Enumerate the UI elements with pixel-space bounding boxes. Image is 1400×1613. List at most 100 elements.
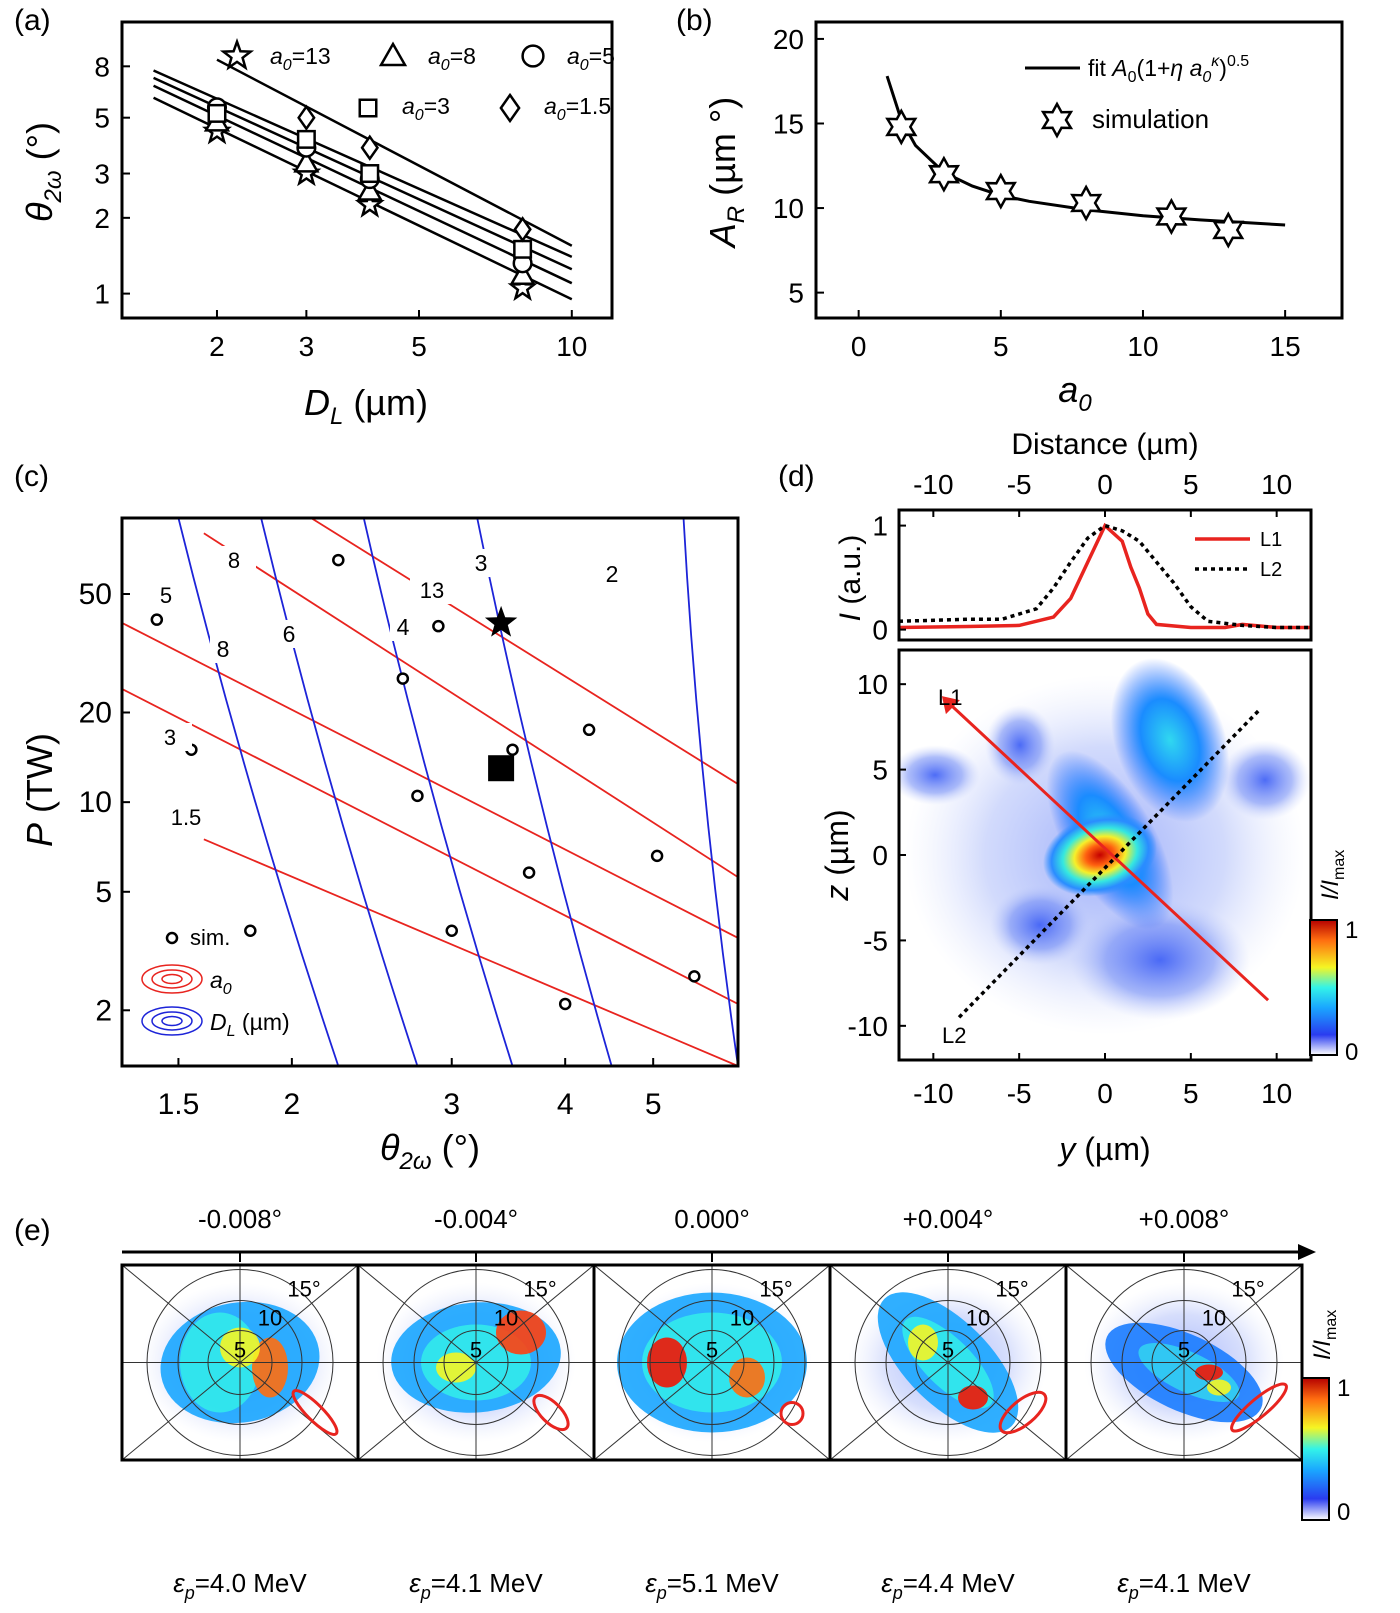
panel-a-ytick-label: 8 (94, 51, 110, 82)
polar-diag (358, 1265, 594, 1460)
colorbar-e-max: 1 (1337, 1375, 1350, 1402)
sim-point (244, 924, 257, 937)
ring-label-5: 5 (234, 1338, 246, 1363)
dl-contour-label: 3 (475, 550, 488, 576)
ring-label-10: 10 (494, 1306, 518, 1331)
colorbar-e-label: I/Imax (1309, 1310, 1340, 1360)
dl-contour-label: 6 (283, 621, 296, 647)
legend-circle-marker (521, 44, 545, 68)
point-star (354, 189, 385, 218)
panel-d-top-xtick-label: 10 (1261, 469, 1292, 500)
panel-label-a: (a) (14, 4, 51, 37)
intensity-blob (252, 1337, 288, 1398)
intensity-blob (496, 1310, 546, 1355)
panel-d-top-xtick-label: 0 (1097, 469, 1113, 500)
panel-b-legend: fit A0(1+η a0κ)0.5 simulation (1025, 53, 1249, 139)
dl-contour-label: 4 (397, 614, 410, 640)
dl-label-bg (468, 549, 494, 577)
polarization-ellipse (291, 1389, 339, 1436)
panel-c-ytick-label: 2 (95, 994, 112, 1027)
legend-a0-contour-icon (141, 964, 203, 994)
panel-c-ytick-label: 5 (95, 876, 112, 909)
legend-a0-8: a0=8 (428, 43, 476, 74)
legend-square-marker (358, 98, 378, 118)
panel-a-legend: a0=13 a0=8 a0=5 a0=3 a0=1.5 (219, 37, 615, 124)
panel-d-ylabel: z (µm) (819, 809, 855, 901)
panel-a-xtick-label: 2 (209, 331, 225, 362)
panel-a-xtick-label: 10 (556, 331, 587, 362)
experiment-square (488, 755, 515, 782)
legend-sim-star (1040, 101, 1074, 139)
polar-diag (1066, 1265, 1302, 1460)
panel-label-b: (b) (676, 4, 713, 37)
panel-b-xtick-label: 5 (993, 331, 1009, 362)
line-label-l2: L2 (942, 1023, 966, 1048)
panel-b-xtick-label: 15 (1270, 331, 1301, 362)
panel-d-profile-ytick-label: 0 (872, 615, 888, 646)
simulation-point (885, 108, 918, 146)
polar-diag (830, 1265, 1066, 1460)
colorbar-d-min: 0 (1345, 1039, 1358, 1066)
dl-label-bg (599, 560, 625, 588)
panel-d-profile-ylabel: I (a.u.) (834, 535, 867, 622)
panel-b-frame (814, 20, 1344, 320)
energy-label: εp=4.0 MeV (173, 1568, 307, 1603)
ring-label-5: 5 (470, 1338, 482, 1363)
dl-label-bg (210, 635, 236, 663)
panel-d-profile-legend: L1 L2 (1195, 529, 1282, 581)
sim-point (582, 723, 596, 737)
ring-label-15: 15° (759, 1277, 792, 1302)
panel-d-xtick-label: -10 (913, 1078, 953, 1109)
a0-label-bg (212, 546, 256, 574)
polarization-ellipse (532, 1393, 570, 1432)
a0-contour-label: 1.5 (171, 805, 202, 830)
line-L1-arrowhead (941, 696, 960, 715)
sim-point (445, 924, 458, 937)
panel-label-e: (e) (14, 1214, 51, 1247)
angle-label: -0.008° (198, 1204, 282, 1234)
polar-diag (594, 1265, 830, 1460)
ring-label-10: 10 (730, 1306, 754, 1331)
line-label-l1: L1 (938, 685, 962, 710)
experiment-star (484, 605, 518, 637)
sim-point (150, 613, 164, 626)
dl-contour-label: 2 (606, 561, 619, 587)
sim-point (650, 849, 664, 863)
dl-label-bg (390, 613, 416, 641)
a0-contour-5 (122, 622, 738, 939)
ring-label-5: 5 (942, 1338, 954, 1363)
panel-d-top-xlabel: Distance (µm) (1011, 428, 1198, 461)
angle-label: +0.004° (903, 1204, 994, 1234)
panel-c-xlabel: θ2ω (°) (380, 1127, 480, 1175)
ring-label-15: 15° (1231, 1277, 1264, 1302)
point-triangle (293, 149, 320, 173)
sim-point (558, 997, 572, 1011)
panel-a-ytick-label: 5 (94, 103, 110, 134)
dl-contour-label: 8 (217, 636, 230, 662)
intensity-blob (958, 1385, 988, 1410)
dl-contour-6 (260, 518, 419, 1066)
panel-d: Distance (µm) L1 L2 I (a.u.) (819, 428, 1358, 1167)
panel-c-ylabel: P (TW) (19, 733, 60, 847)
panel-c-xtick-label: 4 (557, 1088, 574, 1121)
panel-e: -0.008° -0.004° 0.000° +0.004° +0.008° 51015… (120, 1204, 1350, 1603)
fit-line-4 (216, 58, 573, 247)
panel-a: 2 3 5 10 1 2 3 5 8 a0=13 a0=8 a0=5 a0=3 a0=1.5 D… (19, 20, 615, 430)
panel-b: 0 5 10 15 5 10 15 20 fit A0(1+η a0κ)0.5 simulat… (702, 20, 1344, 417)
legend-a0-text: a0 (210, 967, 232, 998)
panel-a-ylabel: θ2ω (°) (19, 122, 67, 222)
panel-c-ytick-label: 50 (79, 578, 112, 611)
legend-fit-label: fit A0(1+η a0κ)0.5 (1088, 53, 1249, 86)
panel-b-xlabel: a0 (1058, 369, 1092, 417)
legend-dl-contour-icon (141, 1006, 203, 1036)
simulation-point (1070, 184, 1103, 222)
a0-label-bg (148, 723, 192, 751)
panel-e-colorbar: 1 0 I/Imax (1301, 1310, 1350, 1526)
panel-b-ytick-label: 5 (788, 278, 804, 309)
legend-star-marker (219, 37, 255, 71)
a0-contour-label: 3 (164, 725, 176, 750)
panel-d-xlabel: y (µm) (1057, 1131, 1150, 1167)
